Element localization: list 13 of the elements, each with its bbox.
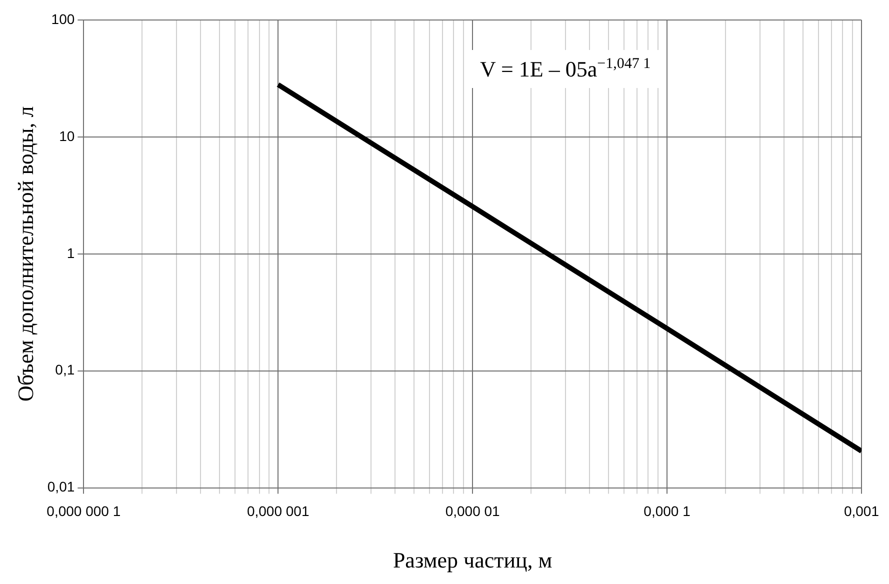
y-tick-label: 100 (51, 10, 75, 27)
y-tick-label: 10 (59, 128, 75, 144)
y-tick-label: 0,1 (55, 362, 75, 378)
x-tick-label: 0,000 000 1 (46, 503, 121, 520)
x-tick-label: 0,000 001 (246, 503, 310, 520)
annotation: V = 1E – 05a$^{−1,047 1}$ (470, 50, 661, 88)
x-tick-label: 0,000 01 (445, 503, 500, 520)
x-tick-label: 0,000 1 (644, 503, 691, 520)
y-tick-label: 1 (66, 244, 75, 261)
y-tick-label: 0,01 (47, 478, 75, 495)
x-tick-label: 0,001 (844, 503, 880, 520)
x-axis-title: Размер частиц, м (392, 548, 552, 573)
y-axis-title: Объем дополнительной воды, л (12, 106, 38, 402)
